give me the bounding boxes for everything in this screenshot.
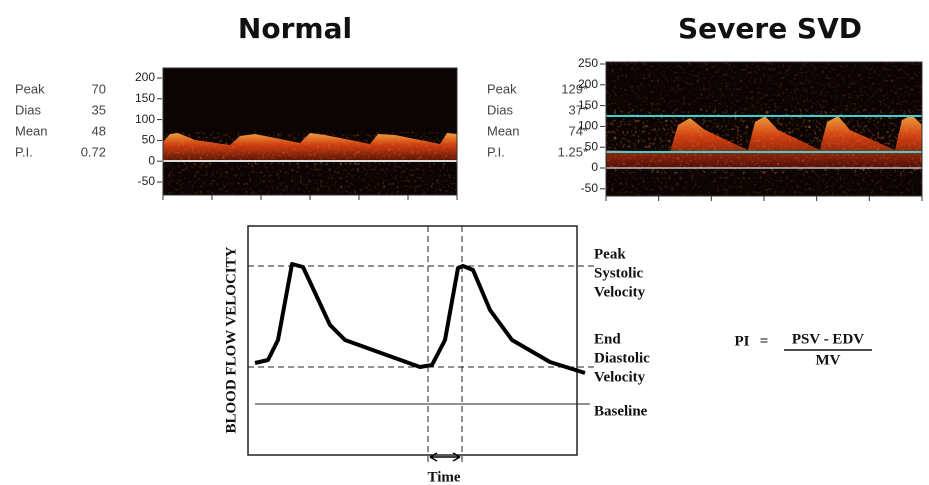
peak-label: Velocity — [594, 284, 646, 300]
stat-label: P.I. — [15, 144, 33, 159]
y-tick-label: 200 — [135, 70, 155, 84]
formula-lhs: PI — [735, 333, 750, 349]
peak-label: Peak — [594, 246, 626, 262]
formula-equals: = — [760, 333, 769, 349]
y-tick-label: 100 — [578, 119, 598, 133]
stat-value: 0.72 — [81, 144, 106, 159]
end-label: Velocity — [594, 369, 646, 385]
stat-label: Mean — [15, 123, 48, 138]
stat-label: Peak — [15, 81, 45, 96]
stat-value: 129* — [561, 81, 588, 96]
end-label: Diastolic — [594, 350, 650, 366]
y-tick-label: 150 — [578, 98, 598, 112]
y-tick-label: 150 — [135, 91, 155, 105]
stat-label: Dias — [487, 102, 514, 117]
y-tick-label: 0 — [148, 153, 155, 167]
stat-value: 37* — [568, 102, 588, 117]
panel-title: Severe SVD — [678, 12, 862, 45]
y-tick-label: 50 — [142, 133, 156, 147]
y-tick-label: -50 — [581, 181, 599, 195]
stat-label: Dias — [15, 102, 42, 117]
y-tick-label: 0 — [591, 160, 598, 174]
spectrogram — [606, 62, 922, 196]
y-tick-label: 100 — [135, 112, 155, 126]
time-label: Time — [427, 469, 460, 485]
panel-title: Normal — [238, 12, 352, 45]
stat-value: 70 — [92, 81, 106, 96]
y-tick-label: 50 — [585, 139, 599, 153]
y-tick-label: 200 — [578, 77, 598, 91]
stat-value: 1.25* — [558, 144, 588, 159]
peak-label: Systolic — [594, 265, 644, 281]
waveform-diagram — [247, 225, 598, 462]
spectrogram — [163, 68, 457, 195]
stat-label: Mean — [487, 123, 520, 138]
stat-label: P.I. — [487, 144, 505, 159]
stat-label: Peak — [487, 81, 517, 96]
y-axis-label: BLOOD FLOW VELOCITY — [223, 246, 239, 433]
stat-value: 48 — [92, 123, 106, 138]
y-tick-label: 250 — [578, 56, 598, 70]
baseline-label: Baseline — [594, 403, 648, 419]
formula-denominator: MV — [816, 352, 841, 368]
end-label: End — [594, 331, 621, 347]
y-tick-label: -50 — [138, 174, 156, 188]
stat-value: 74* — [568, 123, 588, 138]
stat-value: 35 — [92, 102, 106, 117]
formula-numerator: PSV - EDV — [792, 331, 864, 347]
